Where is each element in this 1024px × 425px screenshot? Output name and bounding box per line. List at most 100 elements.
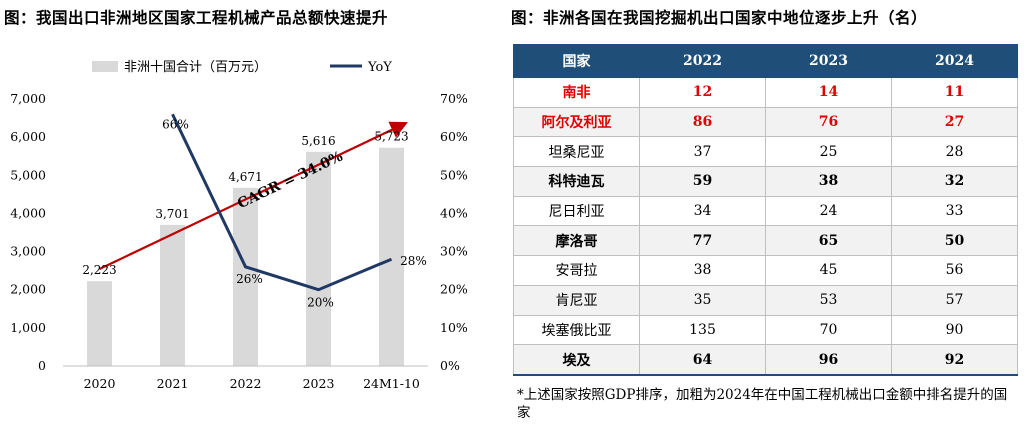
rank-cell: 45 xyxy=(765,255,892,286)
right-tick-label: 10% xyxy=(440,320,468,335)
right-tick-label: 60% xyxy=(440,129,468,144)
rank-cell: 86 xyxy=(639,107,766,138)
yoy-value-label: 26% xyxy=(236,272,263,286)
legend-line-label: YoY xyxy=(367,60,392,75)
left-tick-label: 2,000 xyxy=(10,282,46,297)
yoy-value-label: 28% xyxy=(400,254,427,268)
export-chart: 非洲十国合计（百万元） YoY 2,223 3,701 4,671 5,616 5,72… xyxy=(10,60,468,391)
bar xyxy=(306,151,331,366)
rank-cell: 50 xyxy=(891,225,1018,257)
country-cell: 南非 xyxy=(513,77,640,108)
header-country: 国家 xyxy=(513,44,640,78)
yoy-value-label: 66% xyxy=(162,117,189,131)
bar-value-label: 3,701 xyxy=(155,207,189,221)
left-tick-label: 5,000 xyxy=(10,167,46,182)
bar-value-label: 5,616 xyxy=(301,134,335,148)
table-row: 科特迪瓦 59 38 32 xyxy=(513,166,1018,197)
right-tick-label: 30% xyxy=(440,244,468,259)
rank-cell: 38 xyxy=(639,255,766,286)
header-2022: 2022 xyxy=(639,44,766,78)
rank-cell: 38 xyxy=(765,166,892,197)
rank-cell: 56 xyxy=(891,255,1018,286)
left-figure-title: 图：我国出口非洲地区国家工程机械产品总额快速提升 xyxy=(4,8,389,27)
table-row: 尼日利亚 34 24 33 xyxy=(513,196,1018,227)
yoy-line xyxy=(171,113,393,292)
rank-cell: 34 xyxy=(639,196,766,227)
country-cell: 坦桑尼亚 xyxy=(513,136,640,168)
rank-cell: 28 xyxy=(891,136,1018,168)
x-tick-label: 2023 xyxy=(303,376,335,391)
table-row: 坦桑尼亚 37 25 28 xyxy=(513,136,1018,168)
table-row: 肯尼亚 35 53 57 xyxy=(513,285,1018,316)
rank-cell: 92 xyxy=(891,344,1018,376)
table-row: 阿尔及利亚 86 76 27 xyxy=(513,107,1018,138)
country-cell: 摩洛哥 xyxy=(513,225,640,257)
bar xyxy=(233,187,258,366)
rank-cell: 12 xyxy=(639,77,766,108)
rank-cell: 77 xyxy=(639,225,766,257)
country-cell: 肯尼亚 xyxy=(513,285,640,316)
rank-cell: 27 xyxy=(891,107,1018,138)
legend-bar-label: 非洲十国合计（百万元） xyxy=(124,60,267,75)
rank-cell: 90 xyxy=(891,315,1018,346)
right-tick-label: 50% xyxy=(440,167,468,182)
rank-cell: 96 xyxy=(765,344,892,376)
country-cell: 埃塞俄比亚 xyxy=(513,315,640,346)
legend-bar-swatch xyxy=(92,61,118,72)
rank-cell: 14 xyxy=(765,77,892,108)
rank-cell: 35 xyxy=(639,285,766,316)
country-cell: 埃及 xyxy=(513,344,640,376)
table-row: 埃塞俄比亚 135 70 90 xyxy=(513,315,1018,346)
rank-cell: 64 xyxy=(639,344,766,376)
right-tick-label: 0% xyxy=(440,358,460,373)
rank-cell: 70 xyxy=(765,315,892,346)
left-tick-label: 0 xyxy=(38,358,46,373)
left-tick-label: 7,000 xyxy=(10,91,46,106)
left-tick-label: 3,000 xyxy=(10,244,46,259)
rank-cell: 32 xyxy=(891,166,1018,197)
rank-cell: 11 xyxy=(891,77,1018,108)
right-tick-label: 20% xyxy=(440,282,468,297)
rank-cell: 25 xyxy=(765,136,892,168)
bar xyxy=(379,147,404,366)
rank-cell: 65 xyxy=(765,225,892,257)
table-header-row: 国家 2022 2023 2024 xyxy=(513,44,1018,78)
yoy-value-label: 20% xyxy=(307,296,334,310)
country-cell: 尼日利亚 xyxy=(513,196,640,227)
bar xyxy=(87,281,112,366)
header-2023: 2023 xyxy=(765,44,892,78)
rank-cell: 33 xyxy=(891,196,1018,227)
country-cell: 科特迪瓦 xyxy=(513,166,640,197)
cagr-arrow xyxy=(99,121,408,270)
table-row: 埃及 64 96 92 xyxy=(513,344,1018,376)
header-2024: 2024 xyxy=(891,44,1018,78)
left-tick-label: 4,000 xyxy=(10,205,46,220)
right-tick-label: 70% xyxy=(440,91,468,106)
table-row: 摩洛哥 77 65 50 xyxy=(513,225,1018,257)
country-cell: 阿尔及利亚 xyxy=(513,107,640,138)
table-row: 南非 12 14 11 xyxy=(513,77,1018,108)
right-tick-label: 40% xyxy=(440,205,468,220)
x-tick-label: 2022 xyxy=(230,376,262,391)
rank-cell: 37 xyxy=(639,136,766,168)
x-tick-label: 2020 xyxy=(84,376,116,391)
country-cell: 安哥拉 xyxy=(513,255,640,286)
rank-cell: 76 xyxy=(765,107,892,138)
table-row: 安哥拉 38 45 56 xyxy=(513,255,1018,286)
right-figure-title: 图：非洲各国在我国挖掘机出口国家中地位逐步上升（名） xyxy=(511,8,928,27)
bar-value-label: 4,671 xyxy=(228,170,262,184)
x-tick-label: 2021 xyxy=(157,376,189,391)
rank-cell: 53 xyxy=(765,285,892,316)
rank-cell: 59 xyxy=(639,166,766,197)
excavator-rank-table: 国家 2022 2023 2024 南非 12 14 11 阿尔及利亚 86 76 27 坦桑尼… xyxy=(513,44,1018,376)
rank-cell: 57 xyxy=(891,285,1018,316)
bar-value-label: 2,223 xyxy=(82,263,116,277)
rank-cell: 135 xyxy=(639,315,766,346)
bar-value-label: 5,723 xyxy=(374,130,408,144)
rank-cell: 24 xyxy=(765,196,892,227)
left-tick-label: 1,000 xyxy=(10,320,46,335)
bar xyxy=(160,224,185,366)
left-tick-label: 6,000 xyxy=(10,129,46,144)
table-footnote: *上述国家按照GDP排序，加粗为2024年在中国工程机械出口金额中排名提升的国家 xyxy=(517,387,1008,421)
x-tick-label: 24M1-10 xyxy=(363,376,420,391)
